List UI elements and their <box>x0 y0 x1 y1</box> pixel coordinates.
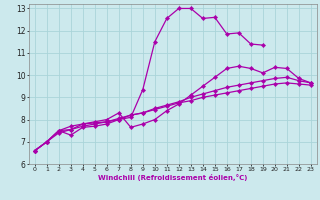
X-axis label: Windchill (Refroidissement éolien,°C): Windchill (Refroidissement éolien,°C) <box>98 174 247 181</box>
